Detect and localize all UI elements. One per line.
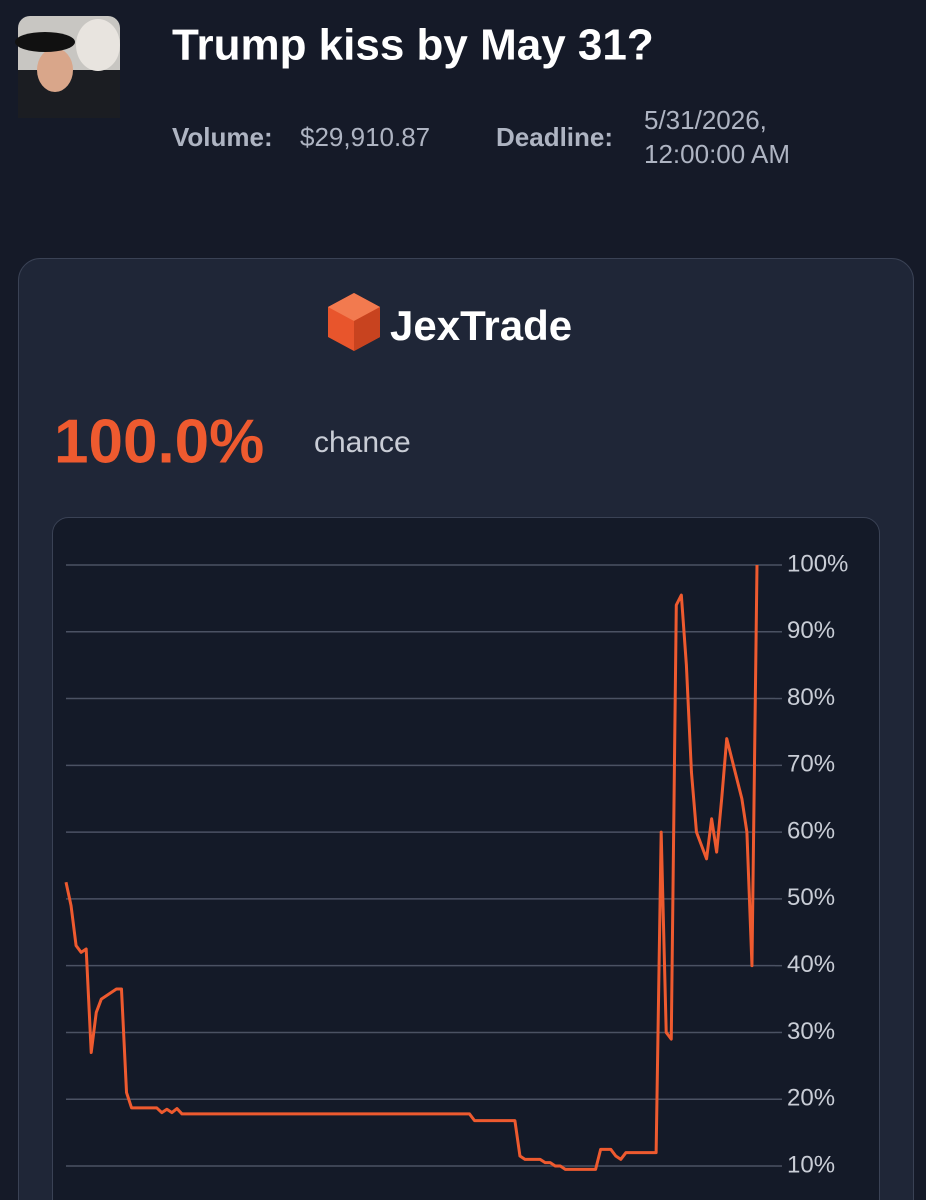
price-line <box>64 564 759 1171</box>
y-tick-label: 20% <box>787 1085 835 1112</box>
deadline: 12:00:00 AM <box>644 139 790 169</box>
y-tick-label: 100% <box>787 550 848 577</box>
probability-label: chance <box>314 426 411 459</box>
y-tick-label: 40% <box>787 951 835 978</box>
y-tick-label: 60% <box>787 817 835 844</box>
brand: JexTrade <box>390 302 572 349</box>
y-tick-label: 30% <box>787 1018 835 1045</box>
deadline-label: Deadline: <box>496 122 613 152</box>
deadline: 5/31/2026, <box>644 105 767 135</box>
brand-logo <box>328 293 380 351</box>
y-tick-label: 50% <box>787 884 835 911</box>
volume: $29,910.87 <box>300 122 430 152</box>
y-tick-label: 70% <box>787 751 835 778</box>
y-tick-label: 80% <box>787 684 835 711</box>
chart: 10% 20% 30% 40% 50% 60% 70% 80% 90% 100% <box>64 550 848 1178</box>
y-tick-label: 90% <box>787 617 835 644</box>
probability: 100.0% <box>54 407 264 476</box>
title: Trump kiss by May 31? <box>172 21 654 70</box>
volume-label: Volume: <box>172 122 273 152</box>
avatar <box>15 16 120 118</box>
y-tick-label: 10% <box>787 1151 835 1178</box>
